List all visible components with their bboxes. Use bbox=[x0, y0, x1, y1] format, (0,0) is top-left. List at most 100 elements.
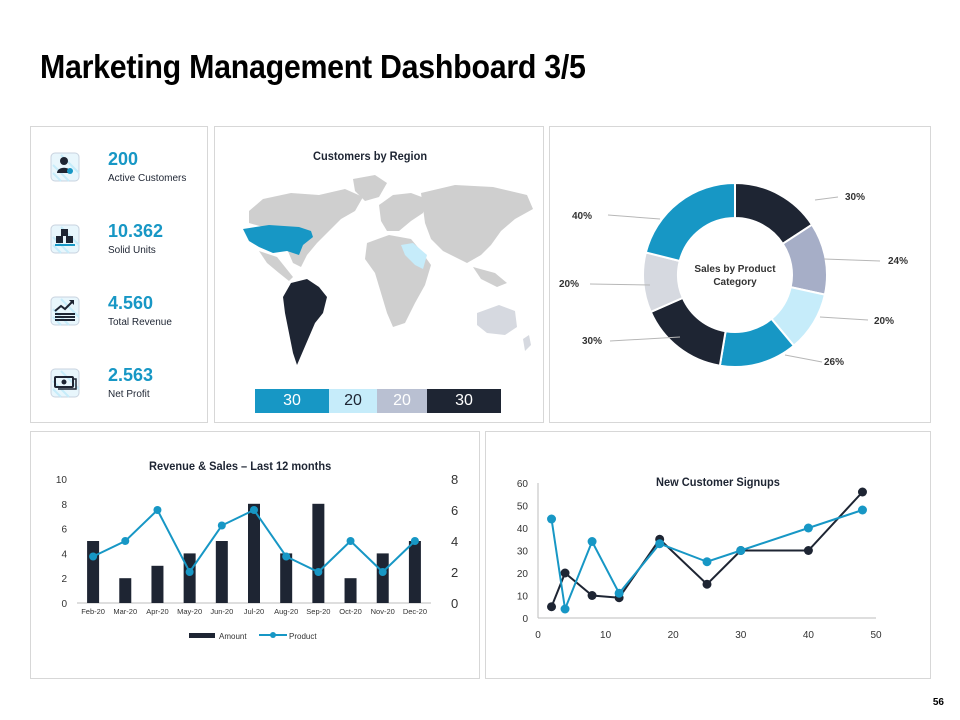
legend-product-label: Product bbox=[289, 632, 317, 641]
donut-label: 26% bbox=[824, 357, 845, 368]
bar-amount bbox=[151, 565, 164, 603]
kpi-net-profit: 2.563 Net Profit bbox=[49, 365, 199, 415]
x-tick-label: Mar-20 bbox=[113, 607, 137, 616]
legend-amount-swatch bbox=[189, 633, 215, 638]
region-chart-title: Customers by Region bbox=[313, 149, 428, 163]
signup-point bbox=[587, 591, 597, 600]
map-greenland bbox=[353, 175, 387, 201]
x-tick: 30 bbox=[735, 630, 747, 641]
region-value-bar: 30 20 20 30 bbox=[255, 389, 501, 413]
leader-line bbox=[607, 214, 661, 220]
kpi-solid-units: 10.362 Solid Units bbox=[49, 221, 199, 271]
map-usa bbox=[243, 225, 313, 255]
signup-point bbox=[702, 579, 712, 589]
x-tick-label: Feb-20 bbox=[81, 607, 105, 616]
page-title: Marketing Management Dashboard 3/5 bbox=[40, 48, 586, 85]
kpi-label: Total Revenue bbox=[108, 317, 172, 328]
region-segment: 20 bbox=[377, 389, 427, 413]
x-tick-label: Dec-20 bbox=[403, 607, 427, 616]
kpi-label: Active Customers bbox=[108, 173, 187, 184]
revenue-chart: 0 2 4 6 8 10 0 2 4 6 8 Feb-20 Mar-20 Apr-20 May-20 Jun-… bbox=[56, 472, 458, 641]
x-tick: 20 bbox=[668, 630, 680, 641]
bar-amount bbox=[280, 553, 293, 603]
x-tick-label: Aug-20 bbox=[274, 607, 298, 616]
map-middle-east bbox=[401, 243, 427, 269]
y-tick: 50 bbox=[517, 502, 529, 513]
map-new-zealand bbox=[523, 335, 531, 351]
x-tick: 50 bbox=[870, 630, 882, 641]
x-tick-label: Nov-20 bbox=[371, 607, 395, 616]
x-tick: 0 bbox=[535, 630, 541, 641]
signup-point bbox=[803, 546, 813, 555]
x-tick-label: Sep-20 bbox=[306, 607, 330, 616]
sales-by-category-panel: 30% 24% 20% 26% 30% 20% 40% Sales by Pro… bbox=[549, 126, 931, 423]
signup-point bbox=[702, 557, 712, 567]
world-map bbox=[243, 175, 533, 365]
map-central-america bbox=[259, 251, 293, 281]
bar-amount bbox=[248, 503, 260, 603]
y-tick: 20 bbox=[517, 569, 529, 580]
legend-product-marker bbox=[270, 632, 276, 638]
map-north-america bbox=[249, 189, 363, 267]
kpi-active-customers: 200 Active Customers bbox=[49, 149, 199, 199]
leader-line bbox=[814, 196, 839, 201]
leader-line bbox=[609, 336, 681, 342]
y-tick-right: 2 bbox=[451, 565, 458, 580]
y-tick-right: 4 bbox=[451, 534, 458, 549]
product-point bbox=[185, 568, 194, 576]
y-tick: 40 bbox=[517, 524, 529, 535]
kpi-panel: 200 Active Customers 10.362 Solid Units … bbox=[30, 126, 208, 423]
signup-point bbox=[560, 604, 570, 614]
map-southeast-asia bbox=[473, 267, 507, 287]
kpi-value: 10.362 bbox=[108, 221, 164, 241]
map-asia bbox=[421, 185, 533, 263]
units-icon bbox=[50, 224, 80, 254]
donut-label: 30% bbox=[845, 192, 866, 203]
donut-label: 30% bbox=[582, 336, 603, 347]
y-tick-right: 0 bbox=[451, 596, 458, 611]
product-point bbox=[250, 506, 258, 514]
product-point bbox=[282, 552, 291, 561]
product-point bbox=[314, 568, 323, 576]
x-tick-label: Oct-20 bbox=[339, 607, 362, 616]
x-tick-label: Jul-20 bbox=[244, 607, 264, 616]
signup-point bbox=[857, 505, 867, 515]
signup-point bbox=[547, 602, 557, 612]
map-africa bbox=[365, 235, 431, 327]
signup-point bbox=[857, 487, 867, 497]
x-tick: 10 bbox=[600, 630, 612, 641]
kpi-value: 4.560 bbox=[108, 293, 154, 313]
leader-line bbox=[784, 354, 823, 363]
profit-icon bbox=[50, 368, 80, 398]
new-customer-signups-panel: New Customer Signups 0 10 20 30 40 50 60 0 10 20 3… bbox=[485, 431, 931, 679]
y-tick: 60 bbox=[517, 479, 529, 490]
product-point bbox=[217, 521, 226, 530]
x-tick-label: May-20 bbox=[177, 607, 202, 616]
product-point bbox=[378, 568, 387, 576]
kpi-label: Net Profit bbox=[108, 389, 150, 400]
donut-center-label: Sales by Product Category bbox=[678, 263, 792, 289]
y-tick-left: 6 bbox=[61, 525, 67, 536]
bar-amount bbox=[376, 553, 389, 603]
y-tick-left: 8 bbox=[61, 500, 67, 511]
x-tick: 40 bbox=[803, 630, 815, 641]
donut-center-line: Sales by Product bbox=[694, 264, 776, 275]
page-number: 56 bbox=[932, 697, 944, 708]
y-tick-left: 2 bbox=[61, 574, 67, 585]
signup-point bbox=[547, 514, 557, 524]
bar-amount bbox=[215, 541, 228, 603]
donut-chart bbox=[589, 181, 881, 368]
product-point bbox=[346, 537, 355, 545]
y-tick: 30 bbox=[517, 547, 529, 558]
signup-series-line bbox=[550, 491, 864, 608]
kpi-label: Solid Units bbox=[108, 245, 156, 256]
donut-center-line: Category bbox=[713, 277, 757, 288]
region-segment: 30 bbox=[427, 389, 501, 413]
bar-amount bbox=[344, 578, 357, 603]
bar-amount bbox=[183, 553, 196, 603]
signup-chart: 0 10 20 30 40 50 60 0 10 20 30 40 50 bbox=[517, 479, 882, 641]
signup-point bbox=[587, 537, 597, 546]
leader-line bbox=[819, 316, 869, 321]
donut-label: 20% bbox=[874, 316, 895, 327]
kpi-value: 2.563 bbox=[108, 365, 154, 385]
